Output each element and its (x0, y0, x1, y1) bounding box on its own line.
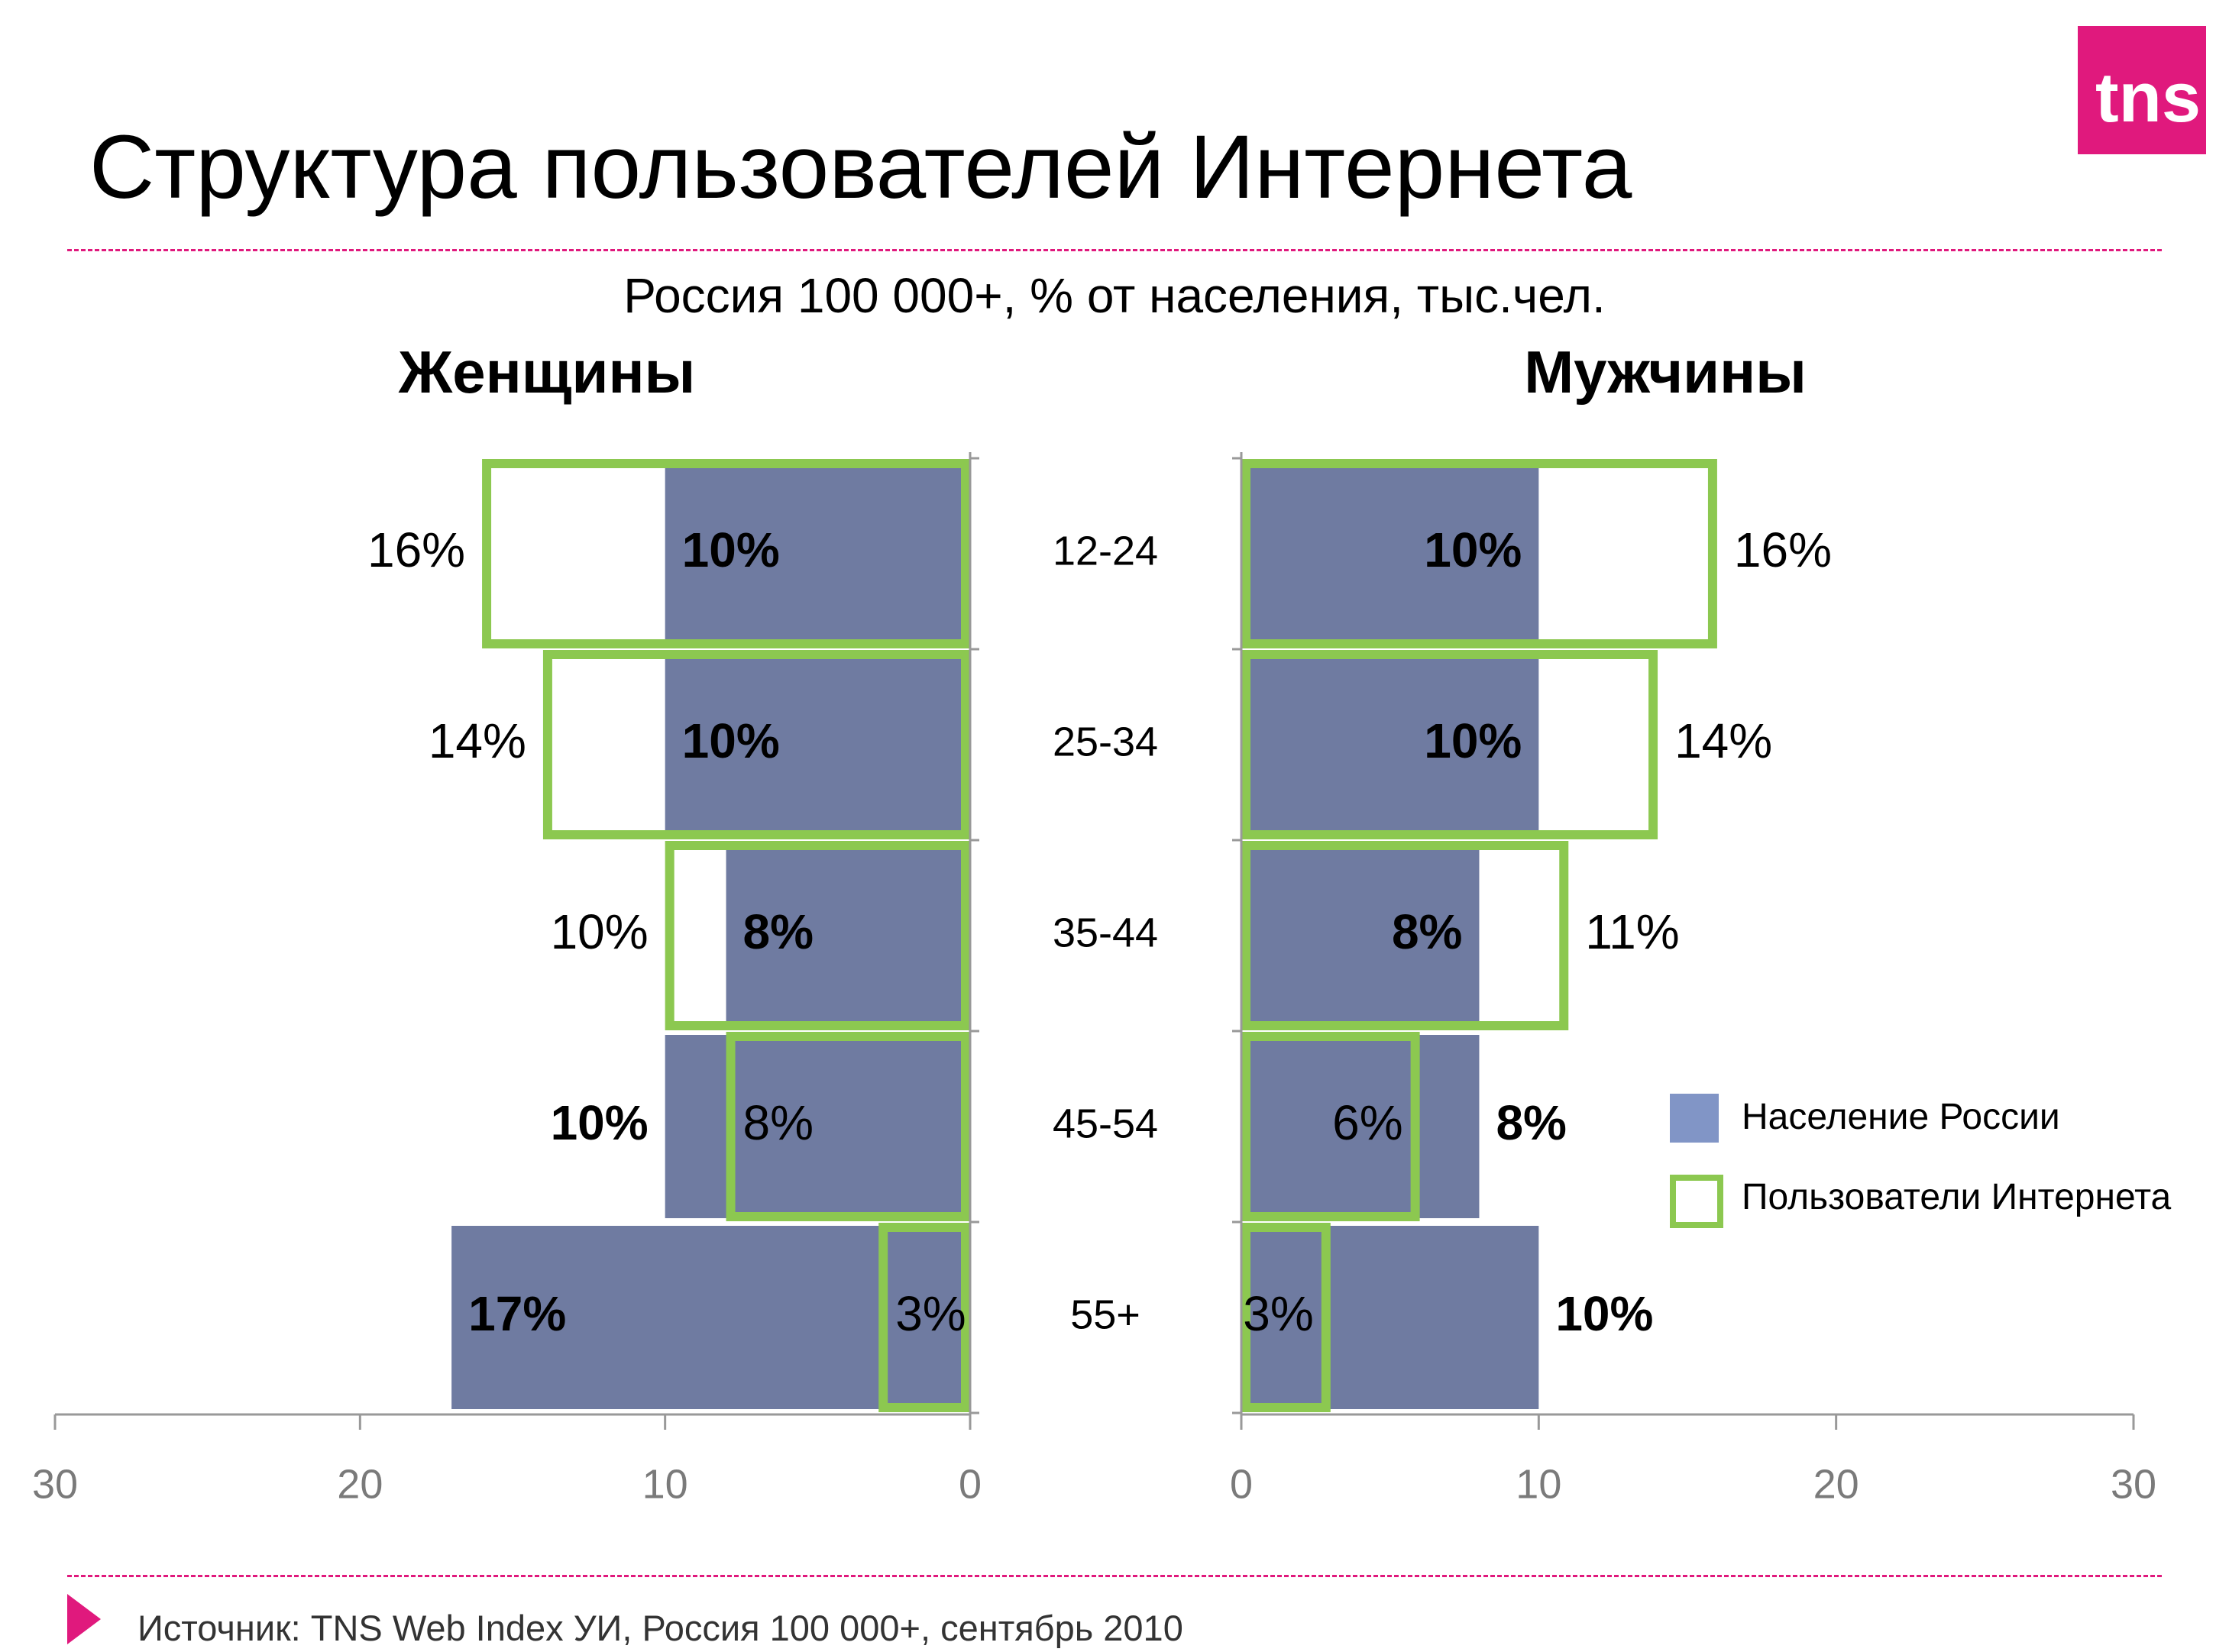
men-population-bar-2 (1241, 844, 1480, 1027)
legend-internet-swatch (1670, 1175, 1723, 1228)
men-internet-label-4: 3% (1243, 1286, 1314, 1341)
age-label-25-34: 25-34 (1053, 719, 1158, 765)
women-population-bar-1 (665, 653, 970, 836)
bottom-divider (67, 1575, 2162, 1577)
women-population-bar-0 (665, 462, 970, 645)
tns-logo: tns (2078, 26, 2214, 154)
x-tick-label-4: 0 (1230, 1461, 1253, 1507)
men-internet-bar-3 (1241, 1032, 1420, 1221)
legend-population-label: Население России (1742, 1097, 2060, 1137)
source-note: Источник: TNS Web Index УИ, Россия 100 0… (137, 1608, 1183, 1648)
women-internet-bar-4 (878, 1223, 970, 1412)
women-population-label-1: 10% (682, 713, 780, 768)
men-internet-bar-4 (1241, 1223, 1331, 1412)
top-divider (67, 249, 2162, 251)
x-tick-label-7: 30 (2111, 1461, 2156, 1507)
x-tick-label-6: 20 (1813, 1461, 1859, 1507)
women-internet-bar-1 (542, 650, 970, 839)
men-population-bar-4 (1241, 1226, 1539, 1409)
chart-subtitle: Россия 100 000+, % от населения, тыс.чел… (623, 268, 1606, 323)
women-internet-label-3: 8% (743, 1095, 814, 1150)
men-population-label-3: 8% (1496, 1095, 1567, 1150)
women-panel-title: Женщины (398, 338, 696, 406)
men-internet-bar-1 (1241, 650, 1658, 839)
women-internet-bar-0 (482, 459, 970, 648)
women-population-bar-3 (665, 1035, 970, 1218)
men-population-bar-3 (1241, 1035, 1480, 1218)
men-population-label-0: 10% (1424, 522, 1522, 577)
women-internet-label-2: 10% (551, 904, 649, 959)
men-population-bar-1 (1241, 653, 1539, 836)
age-label-12-24: 12-24 (1053, 528, 1158, 574)
men-population-label-2: 8% (1392, 904, 1463, 959)
legend-internet-label: Пользователи Интернета (1742, 1177, 2172, 1217)
women-internet-label-4: 3% (895, 1286, 966, 1341)
women-population-label-2: 8% (743, 904, 814, 959)
women-internet-bar-3 (726, 1032, 970, 1221)
age-label-45-54: 45-54 (1053, 1101, 1158, 1146)
legend-population-swatch (1670, 1094, 1719, 1143)
women-internet-label-0: 16% (367, 522, 465, 577)
women-population-label-3: 10% (551, 1095, 649, 1150)
men-internet-label-0: 16% (1734, 522, 1832, 577)
men-population-label-1: 10% (1424, 713, 1522, 768)
women-population-bar-2 (726, 844, 970, 1027)
men-internet-label-3: 6% (1332, 1095, 1403, 1150)
x-tick-label-0: 30 (32, 1461, 78, 1507)
women-internet-bar-2 (665, 841, 971, 1030)
men-internet-label-2: 11% (1585, 904, 1679, 959)
men-population-label-4: 10% (1555, 1286, 1653, 1341)
men-internet-label-1: 14% (1674, 713, 1772, 768)
age-label-55plus: 55+ (1070, 1292, 1140, 1337)
women-population-label-0: 10% (682, 522, 780, 577)
men-population-bar-0 (1241, 462, 1539, 645)
men-internet-bar-0 (1241, 459, 1717, 648)
age-label-35-44: 35-44 (1053, 910, 1158, 955)
x-tick-label-3: 0 (959, 1461, 982, 1507)
men-internet-bar-2 (1241, 841, 1569, 1030)
men-panel-title: Мужчины (1524, 338, 1807, 406)
x-tick-label-5: 10 (1516, 1461, 1561, 1507)
x-tick-label-2: 10 (642, 1461, 688, 1507)
women-population-label-4: 17% (468, 1286, 566, 1341)
logo-text: tns (2095, 59, 2201, 137)
page-title: Структура пользователей Интернета (89, 117, 1632, 218)
source-arrow-icon (67, 1594, 101, 1644)
x-tick-label-1: 20 (337, 1461, 383, 1507)
women-internet-label-1: 14% (429, 713, 526, 768)
